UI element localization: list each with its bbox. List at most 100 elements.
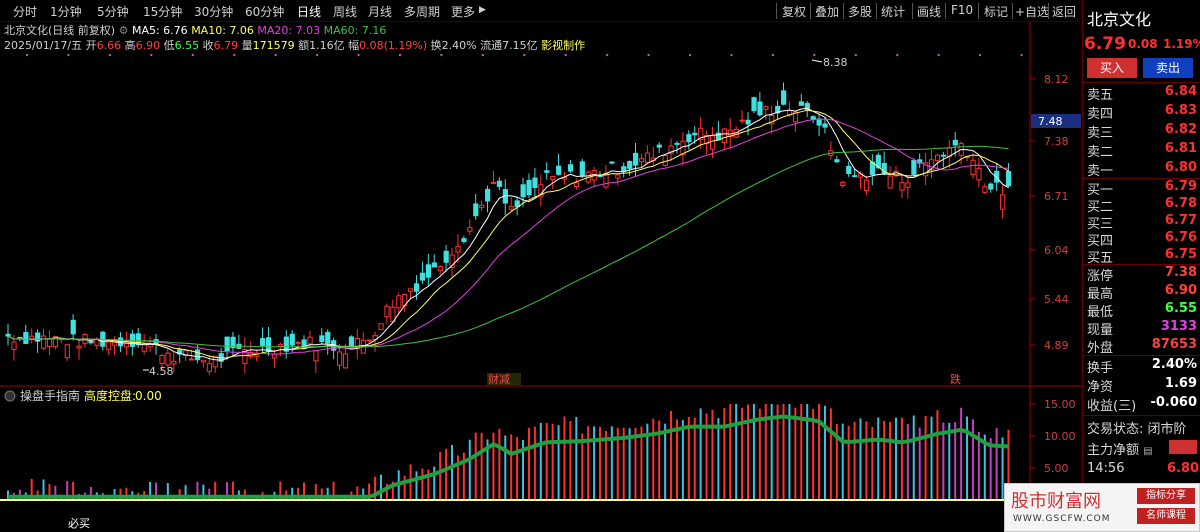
overlay-button[interactable]: 叠加 (815, 5, 840, 19)
candle (230, 336, 236, 349)
stock-name: 北京文化 (1087, 10, 1152, 29)
stats-button[interactable]: 统计 (881, 5, 906, 19)
stat-row[interactable]: 现量 3133 (1087, 319, 1199, 338)
candle (952, 139, 958, 146)
row-value: 6.79 (1164, 179, 1197, 194)
tab-5min[interactable]: 5分钟 (97, 5, 129, 19)
chg-lbl: 幅 (348, 39, 360, 52)
tab-weekly[interactable]: 周线 (333, 5, 358, 19)
stat2-row[interactable]: 收益(三) -0.060 (1087, 395, 1199, 414)
indicator-param-lbl: 高度控盘: (84, 388, 136, 403)
high-value: 6.90 (135, 39, 161, 52)
add-watchlist-button[interactable]: +自选 (1015, 5, 1050, 19)
list-icon[interactable]: ▤ (1143, 446, 1153, 457)
main-flow-label[interactable]: 主力净额 ▤ (1087, 439, 1153, 458)
multi-stock-button[interactable]: 多股 (848, 5, 873, 19)
candle (567, 164, 574, 172)
bid-row[interactable]: 买一 6.79 (1087, 179, 1199, 198)
indicator-axis: 15.00 10.00 5.00 (1030, 398, 1076, 475)
candle (289, 333, 295, 346)
stat-row[interactable]: 最高 6.90 (1087, 283, 1199, 302)
stat-row[interactable]: 外盘 87653 (1087, 337, 1199, 356)
row-value: 6.84 (1164, 84, 1197, 99)
marker-dot (67, 54, 70, 56)
kline-chart[interactable]: 8.12 7.38 6.71 6.04 5.44 4.89 7.48 8.38 … (0, 0, 1082, 532)
last-price: 6.79 (1084, 34, 1126, 54)
main-flow-text: 主力净额 (1087, 443, 1140, 458)
axis-tick-1: 7.38 (1044, 135, 1069, 148)
ma-lines-group (7, 107, 1009, 361)
ask-row[interactable]: 卖一 6.80 (1087, 160, 1199, 179)
stat-row[interactable]: 涨停 7.38 (1087, 265, 1199, 284)
marker-dot (357, 54, 360, 56)
bid-row[interactable]: 买五 6.75 (1087, 247, 1199, 266)
candle (875, 154, 881, 169)
candle (260, 338, 266, 346)
period-toolbar: 分时 1分钟 5分钟 15分钟 30分钟 60分钟 日线 周线 月线 多周期 更… (0, 0, 1080, 22)
candle (425, 264, 432, 278)
candle (366, 339, 372, 342)
row-value: 6.55 (1164, 301, 1197, 316)
bid-row[interactable]: 买二 6.78 (1087, 196, 1199, 215)
indicator-name[interactable]: 操盘手指南 (20, 388, 80, 403)
candle (76, 345, 82, 349)
stat2-row[interactable]: 换手 2.40% (1087, 357, 1199, 376)
candle (940, 154, 947, 157)
candle (638, 158, 645, 163)
ask-row[interactable]: 卖三 6.82 (1087, 122, 1199, 141)
candle (5, 333, 11, 337)
ask-row[interactable]: 卖五 6.84 (1087, 84, 1199, 103)
bid-row[interactable]: 买四 6.76 (1087, 230, 1199, 249)
row-value: 6.81 (1164, 141, 1197, 156)
back-button[interactable]: 返回 (1052, 5, 1077, 19)
ask-row[interactable]: 卖四 6.83 (1087, 103, 1199, 122)
candle (123, 342, 130, 348)
axis-tick-3: 6.04 (1044, 244, 1069, 257)
f10-button[interactable]: F10 (951, 3, 974, 17)
marker-dot (233, 54, 236, 56)
collapse-icon[interactable] (4, 390, 16, 402)
mark-button[interactable]: 标记 (984, 5, 1009, 19)
stat-row[interactable]: 最低 6.55 (1087, 301, 1199, 320)
turnover-label: 换2.40% (430, 39, 477, 52)
buy-signal-label: 必买 (68, 517, 90, 530)
tab-1min[interactable]: 1分钟 (50, 5, 82, 19)
candle (307, 336, 313, 345)
row-value: 6.90 (1164, 283, 1197, 298)
fuquan-button[interactable]: 复权 (782, 5, 807, 19)
tab-15min[interactable]: 15分钟 (143, 5, 183, 19)
marker-dot (813, 54, 816, 56)
candle (384, 305, 390, 318)
ind-axis-1: 10.00 (1044, 430, 1076, 443)
tab-multi-period[interactable]: 多周期 (404, 5, 441, 19)
gear-icon[interactable]: ⚙ (118, 24, 129, 37)
candle (354, 337, 360, 350)
draw-line-button[interactable]: 画线 (917, 5, 942, 19)
event-marker-2[interactable]: 跌 (950, 372, 961, 386)
candle (461, 238, 467, 243)
candle (863, 179, 870, 191)
candle (46, 338, 53, 347)
tab-monthly[interactable]: 月线 (368, 5, 393, 19)
date-label: 2025/01/17/五 (4, 39, 83, 52)
ma5-label: MA5: 6.76 (131, 24, 188, 37)
ask-row[interactable]: 卖二 6.81 (1087, 141, 1199, 160)
stat2-row[interactable]: 净资 1.69 (1087, 376, 1199, 395)
tab-30min[interactable]: 30分钟 (194, 5, 234, 19)
bid-row[interactable]: 买三 6.77 (1087, 213, 1199, 232)
sell-button[interactable]: 卖出 (1143, 58, 1193, 78)
tab-fenshi[interactable]: 分时 (13, 5, 38, 19)
tab-60min[interactable]: 60分钟 (245, 5, 285, 19)
more-arrow-icon[interactable]: ▶ (479, 5, 486, 15)
row-value: 6.75 (1164, 247, 1197, 262)
candle (473, 203, 479, 217)
candle (106, 341, 112, 351)
tab-daily[interactable]: 日线 (297, 5, 322, 19)
row-value: 6.76 (1164, 230, 1197, 245)
buy-button[interactable]: 买入 (1087, 58, 1137, 78)
tab-more[interactable]: 更多 (451, 5, 476, 19)
event-marker-1[interactable]: 财减 (488, 372, 510, 386)
row-label: 收益(三) (1087, 399, 1137, 414)
trade-status: 交易状态: 闭市阶 (1087, 422, 1187, 437)
candle (757, 101, 763, 116)
